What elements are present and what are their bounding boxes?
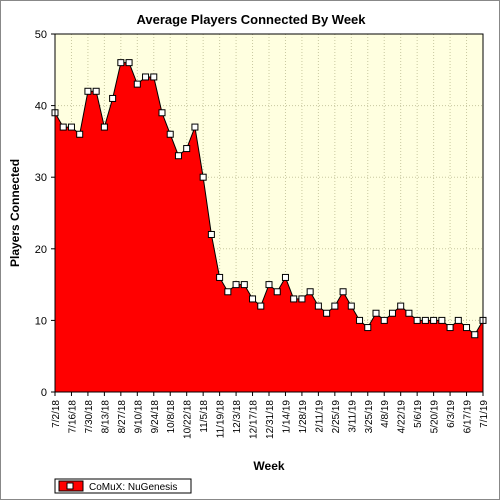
x-tick-label: 5/6/19: [413, 400, 424, 428]
x-tick-label: 9/24/18: [150, 400, 161, 434]
data-point: [117, 59, 125, 67]
x-tick-label: 1/14/19: [281, 400, 292, 434]
data-point: [380, 316, 388, 324]
data-point: [207, 230, 215, 238]
x-tick-label: 5/20/19: [430, 400, 441, 434]
legend-box: [54, 478, 192, 494]
data-point: [364, 324, 372, 332]
data-point: [430, 316, 438, 324]
legend-label: CoMuX: NuGenesis: [89, 482, 177, 493]
x-tick-label: 7/1/19: [479, 400, 490, 428]
data-point: [421, 316, 429, 324]
data-point: [331, 302, 339, 310]
data-point: [339, 288, 347, 296]
data-point: [92, 87, 100, 95]
x-tick-label: 4/8/19: [380, 400, 391, 428]
y-tick-label: 40: [35, 101, 47, 113]
data-point: [290, 295, 298, 303]
y-tick-label: 30: [35, 172, 47, 184]
data-point: [249, 295, 257, 303]
data-point: [150, 73, 158, 81]
data-point: [306, 288, 314, 296]
data-point: [463, 324, 471, 332]
data-point: [174, 152, 182, 160]
series-area: [55, 62, 483, 392]
x-axis-label: Week: [253, 459, 284, 473]
data-point: [356, 316, 364, 324]
data-point: [109, 94, 117, 102]
x-tick-label: 6/17/19: [463, 400, 474, 434]
chart-title: Average Players Connected By Week: [136, 12, 366, 27]
data-point: [100, 123, 108, 131]
data-point: [199, 173, 207, 181]
data-point: [397, 302, 405, 310]
data-point: [67, 123, 75, 131]
data-point: [314, 302, 322, 310]
data-point: [388, 309, 396, 317]
data-point: [166, 130, 174, 138]
y-axis-label: Players Connected: [8, 159, 22, 267]
x-tick-label: 2/25/19: [331, 400, 342, 434]
y-tick-label: 0: [41, 387, 47, 399]
x-tick-label: 12/17/18: [249, 400, 260, 439]
data-point: [224, 288, 232, 296]
data-point: [273, 288, 281, 296]
x-tick-label: 10/22/18: [183, 400, 194, 439]
data-point: [347, 302, 355, 310]
data-point: [471, 331, 479, 339]
plot-area: 0 10 20 30 40 50 7/2/18 7/16/18 7/30/18 8/13/18 8/…: [35, 29, 490, 439]
x-tick-label: 8/13/18: [100, 400, 111, 434]
x-tick-label: 7/30/18: [84, 400, 95, 434]
x-tick-label: 6/3/19: [446, 400, 457, 428]
x-tick-label: 3/25/19: [364, 400, 375, 434]
data-point: [133, 80, 141, 88]
data-point: [446, 324, 454, 332]
data-point: [298, 295, 306, 303]
x-tick-label: 10/8/18: [166, 400, 177, 434]
y-tick-label: 50: [35, 29, 47, 41]
data-point: [59, 123, 67, 131]
data-point: [240, 281, 248, 289]
x-tick-label: 1/28/19: [298, 400, 309, 434]
x-tick-label: 4/22/19: [397, 400, 408, 434]
legend: CoMuX: NuGenesis: [54, 478, 192, 494]
data-point: [454, 316, 462, 324]
legend-marker: [66, 482, 74, 490]
y-tick-label: 20: [35, 244, 47, 256]
x-tick-label: 3/11/19: [347, 400, 358, 433]
data-point: [257, 302, 265, 310]
data-point: [323, 309, 331, 317]
data-point: [232, 281, 240, 289]
data-point: [413, 316, 421, 324]
x-tick-label: 8/27/18: [117, 400, 128, 434]
data-point: [281, 273, 289, 281]
x-tick-label: 7/2/18: [51, 400, 62, 428]
y-tick-label: 10: [35, 315, 47, 327]
data-point: [125, 59, 133, 67]
x-tick-label: 12/31/18: [265, 400, 276, 439]
data-point: [76, 130, 84, 138]
x-tick-label: 9/10/18: [133, 400, 144, 434]
data-point: [158, 109, 166, 117]
data-point: [216, 273, 224, 281]
data-point: [438, 316, 446, 324]
x-tick-label: 11/5/18: [199, 400, 210, 433]
x-tick-label: 11/19/18: [216, 400, 227, 439]
data-point: [84, 87, 92, 95]
data-point: [405, 309, 413, 317]
x-tick-label: 7/16/18: [67, 400, 78, 434]
x-tick-label: 2/11/19: [314, 400, 325, 433]
data-point: [183, 145, 191, 153]
data-point: [265, 281, 273, 289]
data-point: [191, 123, 199, 131]
x-tick-label: 12/3/18: [232, 400, 243, 434]
data-point: [142, 73, 150, 81]
data-point: [372, 309, 380, 317]
